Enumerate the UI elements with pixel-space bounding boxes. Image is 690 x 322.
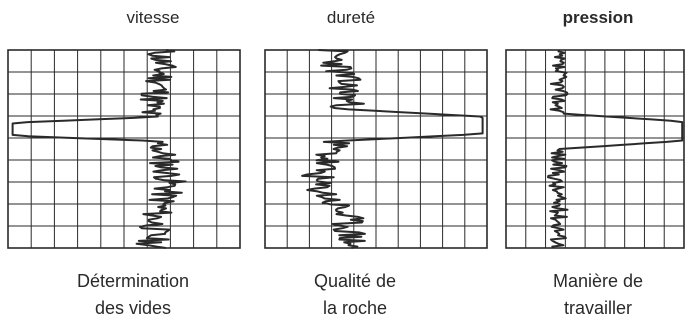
caption-durete-line-1: Qualité de [313,271,397,291]
title-vitesse: vitesse [126,8,180,27]
grid-border-pression [505,49,685,249]
caption-vitesse: Détermination des vides [33,268,233,322]
caption-durete: Qualité de la roche [255,268,455,322]
caption-pression-line-1: Manière de [552,271,644,291]
caption-pression-line-2: travailler [563,298,633,318]
caption-durete-line-2: la roche [322,298,388,318]
grid-vitesse [7,49,241,249]
caption-pression: Manière de travailler [498,268,690,322]
grid-pression [505,49,685,249]
title-durete: dureté [326,8,376,27]
trace-vitesse [11,49,187,249]
caption-vitesse-line-1: Détermination [76,271,190,291]
grid-durete [264,49,488,249]
trace-durete [301,49,484,249]
trace-pression [547,49,684,249]
caption-vitesse-line-2: des vides [94,298,172,318]
title-pression: pression [562,8,634,27]
